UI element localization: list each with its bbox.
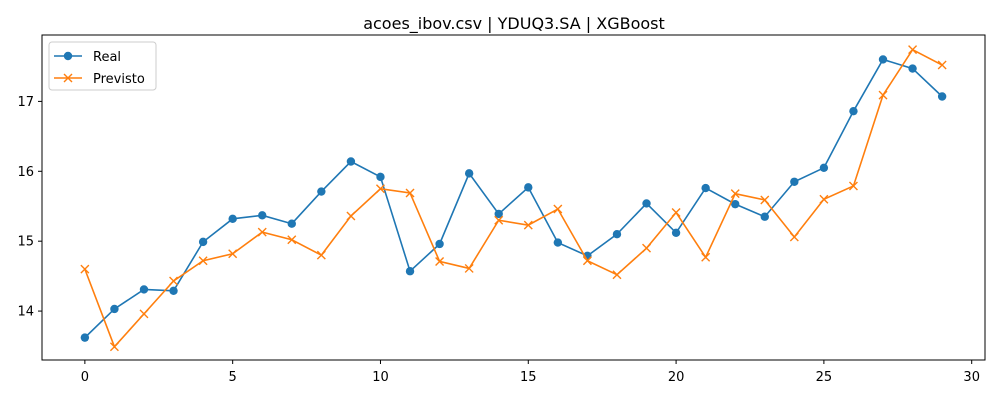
- chart-title: acoes_ibov.csv | YDUQ3.SA | XGBoost: [363, 14, 665, 34]
- data-point-real-27: [878, 55, 888, 64]
- data-point-previsto-8: [316, 250, 326, 260]
- data-point-previsto-24: [789, 232, 799, 242]
- data-point-previsto-26: [848, 181, 858, 191]
- x-tick-label: 10: [372, 370, 389, 385]
- data-point-previsto-29: [937, 60, 947, 70]
- data-point-real-13: [464, 169, 474, 178]
- data-point-real-25: [819, 163, 829, 172]
- data-point-previsto-18: [612, 270, 622, 280]
- data-point-real-19: [642, 199, 651, 208]
- y-tick-label: 16: [17, 165, 34, 180]
- data-point-previsto-6: [257, 227, 267, 237]
- data-point-real-7: [287, 219, 296, 228]
- data-point-real-1: [110, 304, 119, 314]
- y-tick-label: 15: [17, 235, 34, 250]
- series-line-previsto: [84, 48, 943, 349]
- data-point-real-28: [908, 64, 917, 73]
- data-point-real-20: [671, 228, 681, 237]
- data-point-previsto-17: [582, 256, 592, 266]
- x-tick-label: 30: [963, 370, 980, 385]
- data-point-previsto-0: [80, 264, 90, 274]
- data-point-previsto-19: [642, 243, 652, 253]
- data-point-previsto-1: [109, 342, 119, 352]
- data-point-real-11: [405, 267, 415, 276]
- plot-series-layer: [80, 45, 947, 352]
- data-point-real-16: [553, 238, 563, 247]
- data-point-real-12: [435, 239, 444, 249]
- legend-marker-x: [63, 73, 73, 83]
- x-tick-label: 25: [816, 370, 833, 385]
- data-point-real-18: [612, 229, 622, 239]
- data-point-previsto-20: [671, 208, 681, 218]
- legend-item-previsto: Previsto: [54, 72, 145, 87]
- data-point-real-9: [346, 157, 356, 166]
- data-point-previsto-11: [405, 188, 415, 198]
- x-tick-label: 15: [520, 370, 537, 385]
- legend-label: Previsto: [93, 72, 145, 87]
- data-point-previsto-13: [464, 263, 474, 273]
- data-point-real-23: [760, 212, 769, 221]
- data-point-previsto-9: [346, 211, 356, 221]
- data-point-previsto-12: [435, 256, 445, 266]
- data-point-real-3: [169, 286, 178, 296]
- data-point-previsto-23: [760, 195, 770, 205]
- data-point-real-29: [937, 92, 947, 101]
- x-tick-label: 5: [229, 370, 237, 385]
- data-point-real-8: [317, 187, 326, 196]
- x-tick-label: 0: [81, 370, 89, 385]
- data-point-real-0: [80, 333, 90, 342]
- data-point-previsto-21: [701, 252, 711, 262]
- data-point-real-5: [228, 214, 237, 224]
- data-point-real-24: [790, 177, 799, 186]
- data-point-previsto-15: [523, 220, 533, 230]
- data-point-previsto-25: [819, 194, 829, 204]
- data-point-real-2: [139, 285, 149, 294]
- data-point-real-26: [849, 106, 858, 116]
- data-point-previsto-7: [287, 235, 297, 245]
- data-point-previsto-28: [908, 45, 918, 55]
- legend: Real Previsto: [48, 41, 157, 91]
- plot-area-frame: [41, 34, 986, 361]
- data-point-previsto-16: [553, 204, 563, 214]
- x-tick-label: 20: [668, 370, 685, 385]
- data-point-previsto-22: [730, 189, 740, 199]
- legend-marker-circle: [63, 51, 73, 61]
- data-point-real-22: [731, 199, 740, 209]
- data-point-previsto-27: [878, 90, 888, 100]
- data-point-previsto-2: [139, 309, 149, 319]
- data-point-real-10: [376, 172, 385, 182]
- data-point-previsto-5: [228, 249, 238, 259]
- data-point-real-14: [494, 209, 503, 219]
- data-point-previsto-14: [494, 215, 504, 225]
- y-tick-label: 14: [17, 305, 34, 320]
- y-tick-label: 17: [17, 95, 34, 110]
- data-point-previsto-3: [169, 276, 179, 286]
- data-point-real-4: [198, 237, 208, 247]
- data-point-real-21: [701, 183, 710, 193]
- axis-ticks-layer: 0 5 10 15 20 25 30 14 15 16 17: [17, 95, 980, 385]
- data-point-previsto-10: [375, 184, 385, 194]
- legend-item-real: Real: [54, 50, 121, 65]
- legend-label: Real: [93, 50, 121, 65]
- series-line-real: [84, 58, 943, 339]
- data-point-real-15: [524, 183, 533, 192]
- data-point-real-6: [258, 211, 267, 220]
- data-point-previsto-4: [198, 256, 208, 266]
